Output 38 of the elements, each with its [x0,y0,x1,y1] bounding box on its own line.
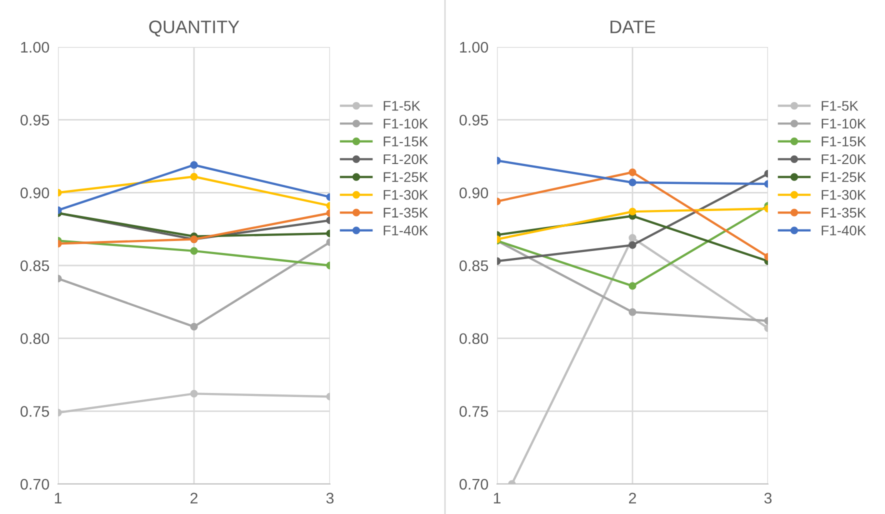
legend-label: F1-35K [384,208,428,218]
y-tick-label: 0.85 [460,260,488,272]
x-tick-label: 2 [629,492,636,504]
x-tick-label: 2 [190,492,198,504]
y-tick-label: 0.70 [460,478,488,490]
y-tick-label: 1.00 [21,42,50,53]
y-tick-label: 0.80 [20,333,50,344]
y-tick-label: 1.00 [460,42,488,53]
legend-label: F1-15K [384,136,428,146]
legend-label: F1-10K [384,118,428,129]
x-tick-label: 3 [764,492,772,504]
x-tick-label: 1 [54,492,62,504]
chart-title: QUANTITY [149,20,240,37]
y-tick-label: 0.75 [20,406,50,417]
legend-label: F1-5K [822,101,858,111]
y-tick-label: 0.80 [460,333,488,344]
legend-label: F1-25K [822,172,866,182]
chart-title: DATE [610,20,656,34]
legend-label: F1-15K [822,136,866,146]
legend-label: F1-10K [822,118,866,129]
legend-label: F1-30K [822,190,866,200]
legend-label: F1-20K [384,154,428,164]
legend-label: F1-30K [384,190,428,200]
x-tick-label: 3 [326,492,334,504]
legend-label: F1-40K [384,226,428,236]
y-tick-label: 0.85 [20,260,50,272]
y-tick-label: 0.70 [20,478,50,490]
y-tick-label: 0.75 [460,406,488,417]
legend-label: F1-25K [384,172,428,182]
legend-label: F1-20K [822,154,866,164]
legend-label: F1-40K [822,226,866,236]
x-tick-label: 1 [494,492,501,504]
y-tick-label: 0.95 [460,114,488,126]
y-tick-label: 0.95 [20,114,50,126]
y-tick-label: 0.90 [20,188,50,198]
legend-label: F1-5K [384,101,420,111]
legend-label: F1-35K [822,208,866,218]
y-tick-label: 0.90 [460,188,488,198]
